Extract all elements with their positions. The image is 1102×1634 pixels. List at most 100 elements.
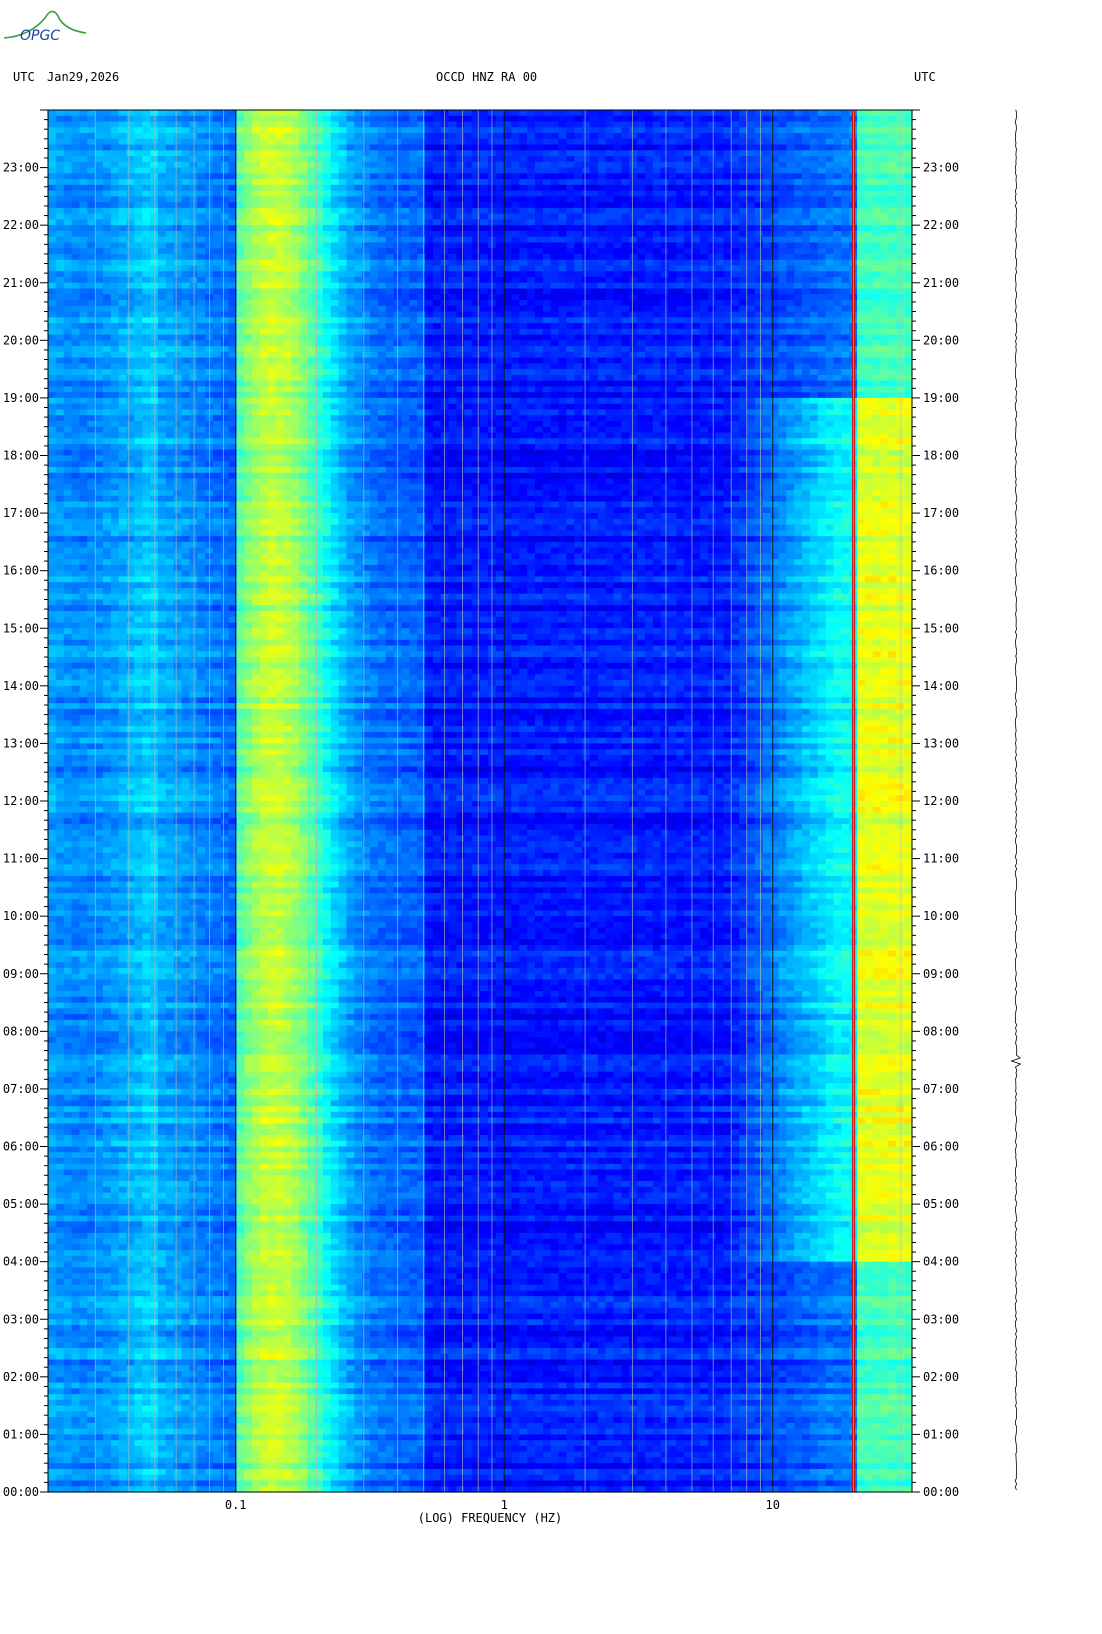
- heatmap-cell: [307, 300, 315, 306]
- heatmap-cell: [700, 133, 708, 139]
- heatmap-cell: [519, 191, 527, 197]
- heatmap-cell: [409, 352, 417, 358]
- heatmap-cell: [865, 145, 873, 151]
- heatmap-cell: [378, 363, 386, 369]
- heatmap-cell: [127, 116, 135, 122]
- heatmap-cell: [409, 340, 417, 346]
- heatmap-cell: [504, 260, 512, 266]
- heatmap-cell: [511, 145, 519, 151]
- heatmap-cell: [331, 312, 339, 318]
- heatmap-cell: [669, 289, 677, 295]
- heatmap-cell: [386, 323, 394, 329]
- heatmap-cell: [464, 248, 472, 254]
- heatmap-cell: [645, 265, 653, 271]
- heatmap-cell: [197, 162, 205, 168]
- heatmap-cell: [158, 179, 166, 185]
- heatmap-cell: [119, 168, 127, 174]
- heatmap-cell: [794, 173, 802, 179]
- heatmap-cell: [700, 260, 708, 266]
- heatmap-cell: [755, 329, 763, 335]
- heatmap-cell: [174, 248, 182, 254]
- heatmap-cell: [755, 225, 763, 231]
- heatmap-cell: [723, 271, 731, 277]
- heatmap-cell: [606, 294, 614, 300]
- heatmap-cell: [48, 254, 56, 260]
- heatmap-cell: [747, 340, 755, 346]
- heatmap-cell: [425, 168, 433, 174]
- heatmap-cell: [786, 248, 794, 254]
- heatmap-cell: [354, 202, 362, 208]
- heatmap-cell: [323, 369, 331, 375]
- heatmap-cell: [276, 363, 284, 369]
- heatmap-cell: [747, 289, 755, 295]
- heatmap-cell: [237, 127, 245, 133]
- heatmap-cell: [323, 196, 331, 202]
- heatmap-cell: [307, 312, 315, 318]
- heatmap-cell: [731, 323, 739, 329]
- heatmap-cell: [574, 363, 582, 369]
- heatmap-cell: [716, 352, 724, 358]
- heatmap-cell: [182, 231, 190, 237]
- heatmap-cell: [669, 335, 677, 341]
- heatmap-cell: [213, 202, 221, 208]
- heatmap-cell: [566, 242, 574, 248]
- heatmap-cell: [48, 231, 56, 237]
- heatmap-cell: [401, 363, 409, 369]
- heatmap-cell: [716, 133, 724, 139]
- heatmap-cell: [904, 289, 912, 295]
- heatmap-cell: [299, 312, 307, 318]
- heatmap-cell: [260, 110, 268, 116]
- heatmap-cell: [708, 312, 716, 318]
- heatmap-cell: [299, 139, 307, 145]
- heatmap-cell: [621, 358, 629, 364]
- heatmap-cell: [653, 116, 661, 122]
- heatmap-cell: [331, 231, 339, 237]
- heatmap-cell: [881, 260, 889, 266]
- heatmap-cell: [260, 168, 268, 174]
- heatmap-cell: [134, 283, 142, 289]
- heatmap-cell: [786, 139, 794, 145]
- heatmap-cell: [794, 133, 802, 139]
- heatmap-cell: [778, 150, 786, 156]
- heatmap-cell: [559, 283, 567, 289]
- heatmap-cell: [496, 219, 504, 225]
- heatmap-cell: [142, 116, 150, 122]
- heatmap-cell: [456, 289, 464, 295]
- heatmap-cell: [833, 340, 841, 346]
- heatmap-cell: [417, 219, 425, 225]
- heatmap-cell: [252, 231, 260, 237]
- heatmap-cell: [857, 346, 865, 352]
- heatmap-cell: [260, 306, 268, 312]
- heatmap-cell: [174, 133, 182, 139]
- heatmap-cell: [56, 168, 64, 174]
- heatmap-cell: [260, 369, 268, 375]
- heatmap-cell: [684, 214, 692, 220]
- heatmap-cell: [504, 335, 512, 341]
- heatmap-cell: [48, 306, 56, 312]
- heatmap-cell: [331, 208, 339, 214]
- heatmap-cell: [268, 317, 276, 323]
- heatmap-cell: [873, 231, 881, 237]
- heatmap-cell: [480, 202, 488, 208]
- heatmap-cell: [354, 110, 362, 116]
- heatmap-cell: [142, 214, 150, 220]
- heatmap-cell: [582, 260, 590, 266]
- heatmap-cell: [888, 289, 896, 295]
- heatmap-cell: [504, 162, 512, 168]
- heatmap-cell: [606, 312, 614, 318]
- heatmap-cell: [142, 145, 150, 151]
- heatmap-cell: [221, 369, 229, 375]
- heatmap-cell: [417, 248, 425, 254]
- heatmap-cell: [268, 214, 276, 220]
- heatmap-cell: [881, 127, 889, 133]
- heatmap-cell: [684, 150, 692, 156]
- heatmap-cell: [881, 173, 889, 179]
- heatmap-cell: [669, 346, 677, 352]
- heatmap-cell: [276, 254, 284, 260]
- heatmap-cell: [881, 231, 889, 237]
- heatmap-cell: [566, 254, 574, 260]
- heatmap-cell: [511, 346, 519, 352]
- heatmap-cell: [574, 116, 582, 122]
- heatmap-cell: [291, 179, 299, 185]
- heatmap-cell: [653, 358, 661, 364]
